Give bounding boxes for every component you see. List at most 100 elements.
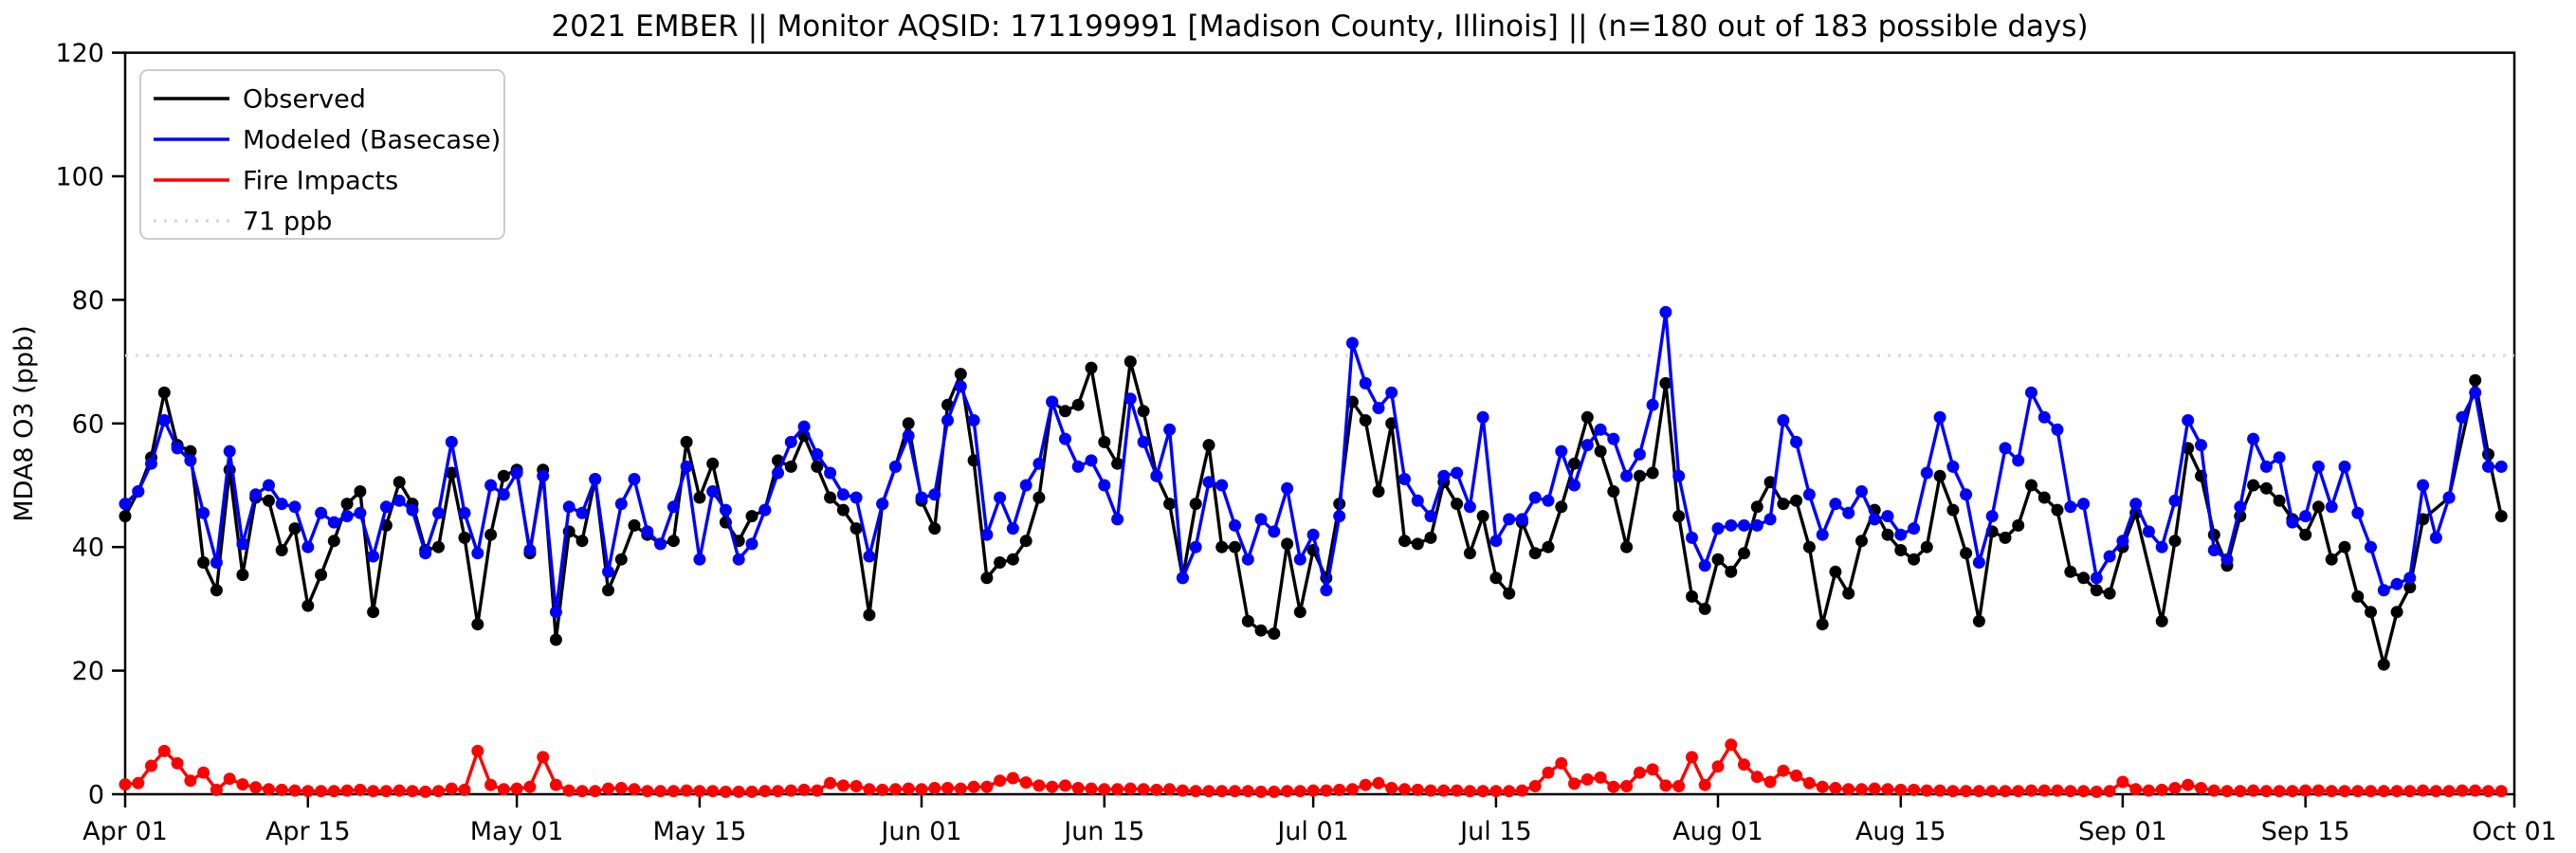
data-point <box>1698 559 1711 572</box>
data-point <box>1137 783 1150 796</box>
data-point <box>889 460 902 473</box>
data-point <box>1855 485 1868 498</box>
data-point <box>2259 460 2273 473</box>
data-point <box>2429 785 2442 798</box>
data-point <box>223 445 236 458</box>
data-point <box>2403 572 2417 585</box>
data-point <box>1163 498 1177 511</box>
data-point <box>2494 510 2508 523</box>
data-point <box>1985 785 1999 798</box>
data-point <box>1463 547 1476 560</box>
data-point <box>1594 423 1607 436</box>
chart-title: 2021 EMBER || Monitor AQSID: 171199991 [… <box>551 9 2088 44</box>
data-point <box>315 785 328 798</box>
data-point <box>537 469 550 482</box>
data-point <box>1071 460 1085 473</box>
data-point <box>1777 498 1790 511</box>
data-point <box>406 503 419 517</box>
data-point <box>811 447 824 461</box>
data-point <box>1398 783 1411 796</box>
data-point <box>2469 784 2482 797</box>
x-tick-label: Aug 15 <box>1855 817 1946 846</box>
data-point <box>1580 439 1594 452</box>
data-point <box>2064 565 2077 578</box>
data-point <box>210 783 223 796</box>
data-point <box>1855 783 1868 796</box>
data-point <box>1293 606 1306 619</box>
data-point <box>145 457 157 470</box>
data-point <box>2142 525 2155 538</box>
data-point <box>1580 410 1594 424</box>
data-point <box>667 535 680 548</box>
data-point <box>119 778 132 791</box>
y-tick-label: 0 <box>88 780 104 809</box>
data-point <box>1019 776 1032 789</box>
data-point <box>2299 510 2312 523</box>
data-point <box>1345 783 1359 796</box>
data-point <box>1790 435 1803 448</box>
data-point <box>2103 587 2116 600</box>
data-point <box>2469 373 2482 387</box>
data-point <box>1881 528 1894 541</box>
x-tick-label: Aug 01 <box>1672 817 1763 846</box>
data-point <box>1725 565 1738 578</box>
data-point <box>602 782 614 795</box>
data-point <box>1999 531 2012 544</box>
data-point <box>1124 355 1137 369</box>
data-point <box>994 774 1007 788</box>
data-point <box>824 491 837 504</box>
data-point <box>223 772 236 786</box>
data-point <box>2220 785 2234 798</box>
data-point <box>1842 587 1855 600</box>
data-point <box>1320 584 1333 597</box>
data-point <box>1059 779 1071 792</box>
data-point <box>902 417 915 430</box>
data-point <box>393 784 406 797</box>
data-point <box>1059 432 1071 445</box>
data-point <box>2220 553 2234 566</box>
data-point <box>954 782 967 795</box>
data-point <box>967 780 980 793</box>
data-point <box>2338 540 2351 554</box>
data-point <box>1176 572 1189 585</box>
data-point <box>1268 627 1281 640</box>
data-point <box>249 781 263 794</box>
data-point <box>549 778 562 791</box>
data-point <box>1607 432 1620 445</box>
data-point <box>1672 780 1686 792</box>
data-point <box>797 420 811 433</box>
data-point <box>1137 405 1150 418</box>
x-tick-label: Oct 01 <box>2472 817 2557 846</box>
data-point <box>562 784 575 797</box>
data-point <box>2195 439 2207 452</box>
data-point <box>876 783 889 796</box>
data-point <box>641 785 654 798</box>
x-tick-label: Sep 01 <box>2078 817 2167 846</box>
data-point <box>954 380 967 393</box>
data-point <box>1960 785 1973 798</box>
data-point <box>1229 518 1241 532</box>
data-point <box>1189 498 1202 511</box>
data-point <box>2155 540 2168 554</box>
data-point <box>1646 466 1659 480</box>
data-point <box>1451 498 1464 511</box>
data-point <box>2338 460 2351 473</box>
data-point <box>784 435 797 448</box>
data-point <box>719 503 732 517</box>
data-point <box>797 783 811 796</box>
data-point <box>1633 469 1646 482</box>
legend-label: Fire Impacts <box>243 166 398 195</box>
data-point <box>1777 414 1790 426</box>
data-point <box>1542 766 1555 779</box>
data-point <box>1894 783 1908 796</box>
data-point <box>1515 784 1528 797</box>
data-point <box>1607 780 1620 793</box>
data-point <box>1686 531 1698 544</box>
data-point <box>1763 775 1777 789</box>
data-point <box>132 776 145 789</box>
data-point <box>745 537 758 551</box>
data-point <box>1006 553 1019 566</box>
data-point <box>1098 435 1111 448</box>
data-point <box>680 460 693 473</box>
data-point <box>1960 547 1973 560</box>
